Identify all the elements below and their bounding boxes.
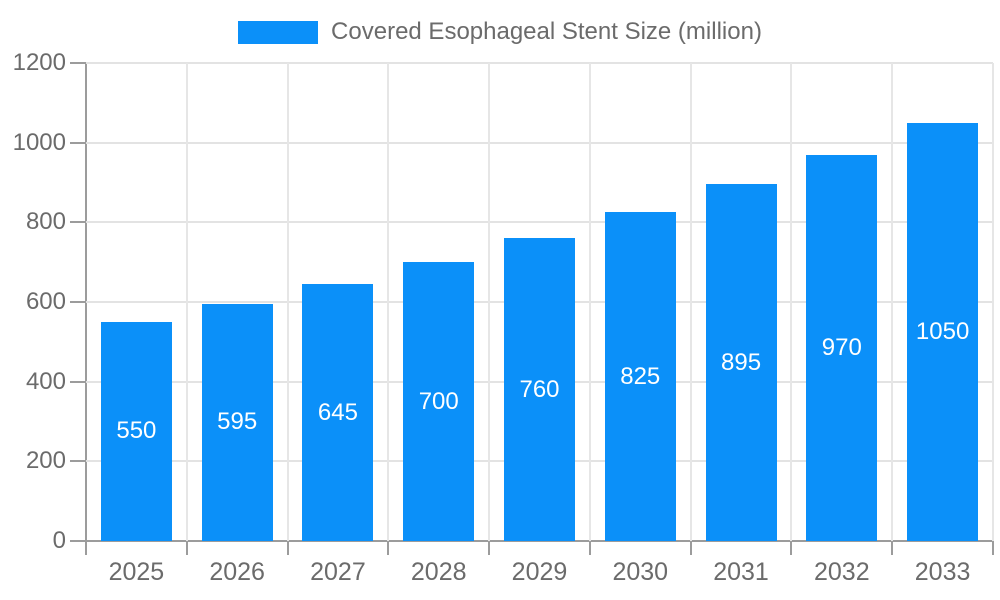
y-tick-label: 0 (52, 527, 66, 554)
x-tick-label: 2026 (209, 558, 265, 586)
x-tick-label: 2027 (310, 558, 366, 586)
gridline-vertical (891, 63, 894, 541)
y-tick-label: 1200 (12, 49, 66, 76)
y-tick-label: 600 (25, 288, 66, 315)
bar-value-label: 760 (519, 375, 560, 403)
bar-value-label: 645 (317, 398, 358, 426)
gridline-vertical (488, 63, 491, 541)
bar (705, 184, 777, 541)
x-tick-mark (689, 541, 692, 555)
x-tick-label: 2025 (108, 558, 165, 586)
y-tick-mark (70, 221, 86, 224)
gridline-horizontal (86, 141, 993, 144)
plot-area: 550 595 645 700 760 825 895 970 1050 (86, 62, 994, 541)
y-tick-label: 800 (25, 208, 66, 236)
y-tick-label: 200 (25, 447, 66, 475)
bar (201, 303, 273, 541)
y-tick-mark (70, 141, 86, 144)
bar-value-label: 595 (217, 408, 258, 436)
y-tick-mark (70, 460, 86, 463)
legend-swatch (238, 20, 319, 44)
y-tick-mark (70, 62, 86, 64)
x-tick-mark (891, 541, 894, 555)
x-tick-mark (387, 541, 390, 555)
bar (806, 154, 878, 541)
gridline-vertical (185, 63, 188, 541)
y-tick-mark (70, 301, 86, 303)
bar-value-label: 550 (116, 417, 157, 445)
y-axis-line (85, 63, 87, 543)
x-axis-line (86, 540, 993, 542)
x-tick-mark (588, 541, 591, 555)
gridline-vertical (286, 63, 289, 541)
bar-value-label: 825 (620, 362, 661, 390)
y-tick-label: 400 (25, 367, 66, 395)
bar-value-label: 895 (721, 348, 762, 376)
x-tick-label: 2029 (511, 558, 568, 586)
x-tick-mark (286, 541, 289, 555)
legend: Covered Esophageal Stent Size (million) (0, 18, 1000, 46)
legend-label: Covered Esophageal Stent Size (million) (331, 18, 762, 45)
gridline-vertical (387, 63, 390, 541)
x-tick-mark (488, 541, 491, 555)
x-tick-label: 2030 (612, 558, 669, 586)
gridline-vertical (588, 63, 591, 541)
x-tick-label: 2028 (410, 558, 467, 586)
x-tick-mark (992, 541, 994, 555)
x-tick-mark (85, 541, 87, 555)
x-tick-label: 2033 (914, 558, 971, 586)
bar (302, 284, 374, 541)
x-tick-label: 2032 (814, 558, 870, 586)
gridline-horizontal (86, 221, 993, 224)
y-tick-mark (70, 540, 86, 542)
x-tick-mark (790, 541, 793, 555)
bar (100, 321, 172, 541)
bar (403, 262, 475, 541)
gridline-vertical (992, 63, 994, 541)
bar (604, 212, 676, 541)
bar-value-label: 970 (821, 333, 862, 361)
gridline-vertical (790, 63, 793, 541)
bar-value-label: 700 (418, 387, 459, 415)
bar-value-label: 1050 (915, 317, 970, 345)
y-tick-label: 1000 (12, 128, 66, 156)
x-tick-mark (185, 541, 188, 555)
gridline-horizontal (86, 62, 993, 64)
bar (907, 122, 979, 541)
bar (504, 238, 575, 541)
y-tick-mark (70, 380, 86, 383)
gridline-vertical (689, 63, 692, 541)
x-tick-label: 2031 (713, 558, 769, 586)
